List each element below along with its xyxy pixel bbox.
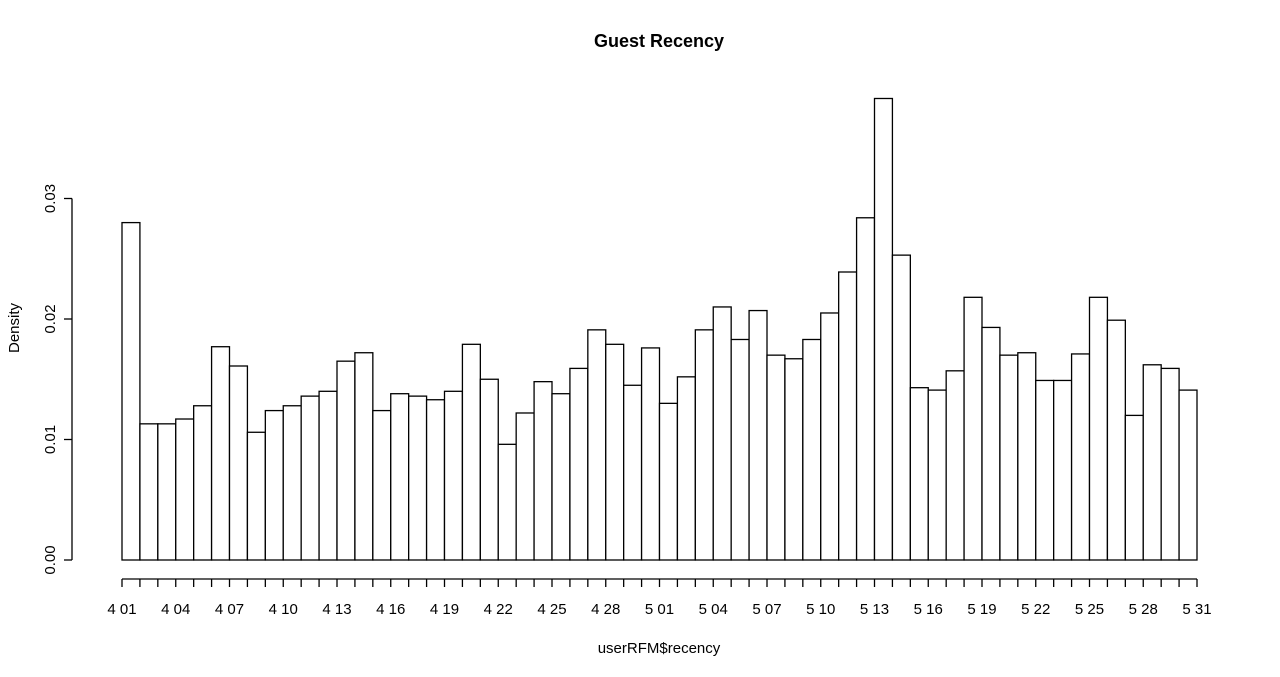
histogram-bar <box>157 423 177 561</box>
histogram-bar <box>1035 379 1055 561</box>
histogram-bar <box>999 354 1019 561</box>
x-tick-label: 5 07 <box>752 601 781 618</box>
histogram-bar <box>372 409 392 561</box>
histogram-bar <box>963 296 983 561</box>
histogram-bar <box>623 384 643 561</box>
histogram-bar <box>891 254 911 561</box>
histogram-bar <box>551 393 571 561</box>
histogram-bar <box>694 329 714 561</box>
histogram-bar <box>121 221 141 561</box>
histogram-bar <box>802 338 822 561</box>
histogram-bar <box>820 312 840 561</box>
histogram-bar <box>246 431 266 561</box>
histogram-bar <box>425 399 446 561</box>
histogram-bar <box>873 97 894 561</box>
x-tick-label: 5 04 <box>699 601 728 618</box>
histogram-bar <box>515 412 535 561</box>
histogram-bar <box>336 360 356 561</box>
x-tick-label: 4 19 <box>430 601 459 618</box>
histogram-bar <box>838 271 858 561</box>
histogram-bar <box>390 393 410 561</box>
histogram-bar <box>175 418 195 561</box>
histogram-bar <box>1070 353 1091 561</box>
histogram-bar <box>1142 364 1162 561</box>
y-tick-label: 0.02 <box>42 304 59 333</box>
x-tick-label: 4 16 <box>376 601 405 618</box>
histogram-bar <box>981 326 1001 561</box>
histogram-bar <box>354 352 374 561</box>
histogram-bar <box>300 395 320 561</box>
histogram-bar <box>1053 379 1073 561</box>
histogram-bar <box>569 367 589 561</box>
histogram-bar <box>927 389 947 561</box>
histogram-bar <box>784 358 804 561</box>
histogram-bar <box>766 354 786 561</box>
histogram-bar <box>640 347 661 561</box>
x-tick-label: 4 04 <box>161 601 190 618</box>
histogram-bar <box>210 346 231 561</box>
histogram-bar <box>855 217 876 561</box>
histogram-bar <box>479 378 499 561</box>
x-tick-label: 5 10 <box>806 601 835 618</box>
y-tick-label: 0.00 <box>42 545 59 574</box>
x-tick-label: 4 10 <box>269 601 298 618</box>
x-axis: 4 01 4 04 4 07 4 10 4 13 4 16 4 19 4 22 4 25 4 28… <box>107 578 1212 618</box>
x-tick-label: 5 13 <box>860 601 889 618</box>
histogram-bar <box>408 395 428 561</box>
histogram-bar <box>730 338 750 561</box>
histogram-bar <box>318 390 338 561</box>
histogram-bar <box>676 376 696 561</box>
histogram-bar <box>497 443 517 561</box>
x-tick-label: 5 01 <box>645 601 674 618</box>
histogram-bar <box>264 409 284 561</box>
histogram-bar <box>1160 367 1180 561</box>
histogram-bar <box>945 370 965 561</box>
histogram-bar <box>533 381 553 561</box>
x-tick-label: 5 25 <box>1075 601 1104 618</box>
histogram-bar <box>443 390 464 561</box>
x-tick-label: 4 07 <box>215 601 244 618</box>
chart-title: Guest Recency <box>594 31 724 51</box>
histogram-bar <box>1106 319 1126 561</box>
histogram-bar <box>909 387 929 561</box>
x-axis-label: userRFM$recency <box>598 640 721 657</box>
x-tick-label: 5 16 <box>914 601 943 618</box>
x-tick-label: 4 22 <box>484 601 513 618</box>
y-tick-label: 0.01 <box>42 425 59 454</box>
histogram-bar <box>658 402 679 561</box>
histogram-bar <box>228 365 249 561</box>
y-axis-label: Density <box>6 302 23 353</box>
x-tick-label: 4 01 <box>107 601 136 618</box>
x-tick-label: 4 25 <box>537 601 566 618</box>
histogram-bar <box>139 423 159 561</box>
y-axis: 0.00 0.01 0.02 0.03 <box>42 184 73 575</box>
histogram-bar <box>461 343 481 561</box>
bars-group <box>121 97 1198 561</box>
histogram-bar <box>587 329 607 561</box>
histogram-bar <box>748 309 768 561</box>
histogram-bar <box>1017 352 1037 561</box>
x-tick-label: 4 13 <box>322 601 351 618</box>
x-tick-label: 5 31 <box>1182 601 1211 618</box>
histogram-bar <box>1124 414 1144 561</box>
y-tick-label: 0.03 <box>42 184 59 213</box>
histogram-bar <box>1178 389 1198 561</box>
x-tick-label: 4 28 <box>591 601 620 618</box>
histogram-bar <box>712 306 732 561</box>
x-tick-label: 5 28 <box>1129 601 1158 618</box>
x-tick-label: 5 19 <box>967 601 996 618</box>
histogram-bar <box>193 405 213 561</box>
histogram-bar <box>282 405 302 561</box>
histogram-bar <box>605 343 625 561</box>
x-tick-label: 5 22 <box>1021 601 1050 618</box>
histogram-bar <box>1088 296 1109 561</box>
